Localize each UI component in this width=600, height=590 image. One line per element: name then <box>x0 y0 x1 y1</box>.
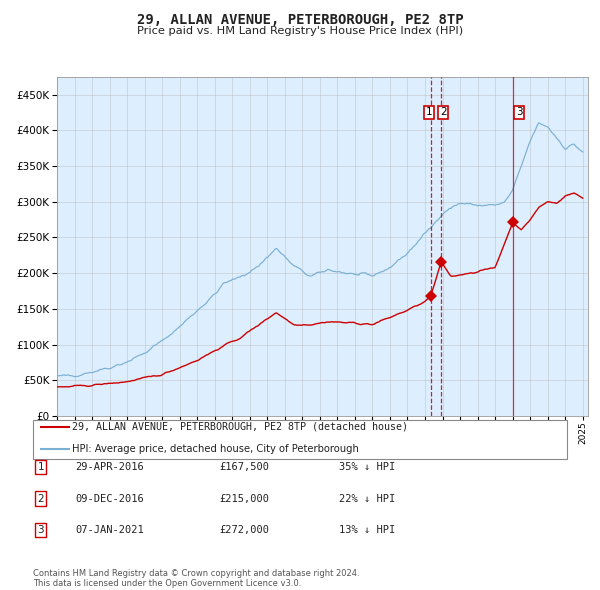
Text: 29, ALLAN AVENUE, PETERBOROUGH, PE2 8TP: 29, ALLAN AVENUE, PETERBOROUGH, PE2 8TP <box>137 13 463 27</box>
Text: Contains HM Land Registry data © Crown copyright and database right 2024.
This d: Contains HM Land Registry data © Crown c… <box>33 569 359 588</box>
Text: 29, ALLAN AVENUE, PETERBOROUGH, PE2 8TP (detached house): 29, ALLAN AVENUE, PETERBOROUGH, PE2 8TP … <box>72 422 408 431</box>
Text: 3: 3 <box>37 525 44 535</box>
Text: Price paid vs. HM Land Registry's House Price Index (HPI): Price paid vs. HM Land Registry's House … <box>137 26 463 36</box>
Text: £272,000: £272,000 <box>219 525 269 535</box>
Text: 1: 1 <box>425 107 432 117</box>
Text: 3: 3 <box>516 107 523 117</box>
Text: 35% ↓ HPI: 35% ↓ HPI <box>339 463 395 472</box>
Text: 07-JAN-2021: 07-JAN-2021 <box>75 525 144 535</box>
Text: 2: 2 <box>440 107 446 117</box>
Text: £215,000: £215,000 <box>219 494 269 503</box>
Text: HPI: Average price, detached house, City of Peterborough: HPI: Average price, detached house, City… <box>72 444 359 454</box>
Text: 1: 1 <box>37 463 44 472</box>
Text: £167,500: £167,500 <box>219 463 269 472</box>
Text: 2: 2 <box>37 494 44 503</box>
Text: 09-DEC-2016: 09-DEC-2016 <box>75 494 144 503</box>
Text: 13% ↓ HPI: 13% ↓ HPI <box>339 525 395 535</box>
Text: 29-APR-2016: 29-APR-2016 <box>75 463 144 472</box>
Text: 22% ↓ HPI: 22% ↓ HPI <box>339 494 395 503</box>
